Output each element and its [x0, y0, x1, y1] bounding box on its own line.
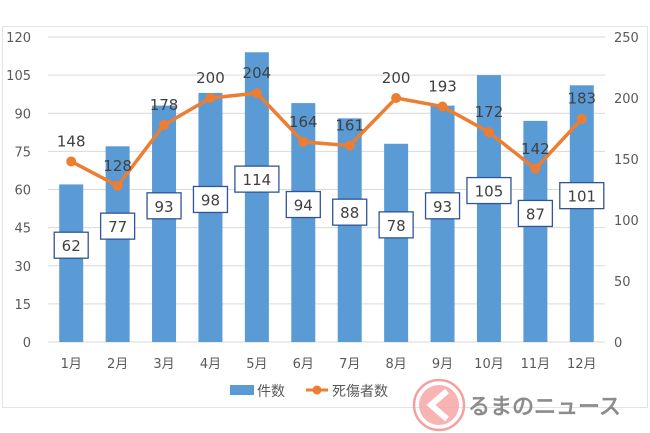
x-tick: 4月 — [200, 357, 221, 372]
y-left-tick: 90 — [14, 107, 31, 122]
bar-data-label: 78 — [387, 217, 406, 235]
bar-data-label-box — [517, 199, 554, 228]
y-right-tick: 200 — [614, 92, 639, 107]
x-tick: 1月 — [61, 357, 82, 372]
bar-data-label-box — [378, 211, 414, 239]
line-data-label: 178 — [150, 96, 179, 114]
x-tick: 2月 — [107, 357, 128, 372]
bar — [337, 118, 362, 342]
chart-frame — [2, 26, 648, 408]
y-right-tick: 0 — [614, 336, 622, 351]
y-right-tick: 50 — [614, 275, 631, 290]
line-point — [159, 119, 170, 130]
bar-data-label-box — [559, 181, 605, 210]
bar-data-label-box — [424, 192, 461, 220]
svg-text:るまのニュース: るまのニュース — [468, 395, 621, 420]
line-point — [112, 180, 123, 191]
line-data-label: 164 — [289, 113, 318, 131]
bar-data-label: 98 — [201, 191, 220, 209]
line-point — [530, 163, 541, 174]
legend-bar-label: 件数 — [257, 384, 285, 400]
x-tick: 6月 — [293, 357, 314, 372]
line-data-label: 172 — [475, 103, 504, 121]
bar — [198, 92, 223, 343]
x-tick: 12月 — [567, 357, 597, 372]
line-point — [483, 127, 494, 138]
line-data-label: 183 — [567, 90, 596, 108]
bar-data-label: 105 — [475, 183, 504, 201]
y-left-tick: 30 — [14, 260, 31, 275]
bar-data-label-box — [99, 212, 136, 240]
legend-line-marker — [312, 385, 322, 395]
x-tick: 9月 — [432, 357, 453, 372]
x-tick: 10月 — [474, 357, 504, 372]
bar-data-label: 101 — [567, 188, 596, 206]
line-data-label: 193 — [428, 78, 457, 96]
bar — [476, 75, 501, 342]
legend-bar-swatch — [230, 385, 254, 395]
y-left-tick: 0 — [23, 336, 31, 351]
bar-data-label: 93 — [154, 198, 173, 216]
line-data-label: 142 — [521, 140, 550, 158]
line-point — [437, 101, 448, 112]
bar — [59, 184, 84, 342]
line-point — [344, 140, 355, 151]
x-tick: 11月 — [521, 357, 551, 372]
bar — [569, 85, 594, 343]
bar-data-label-box — [332, 198, 368, 226]
y-left-tick: 45 — [14, 222, 31, 237]
y-left-tick: 105 — [6, 69, 31, 84]
watermark-logo: るまのニュース — [412, 378, 648, 433]
line-point — [251, 88, 262, 99]
line-data-label: 200 — [382, 69, 411, 87]
y-left-tick: 15 — [14, 298, 31, 313]
bar-data-label-box — [285, 190, 321, 219]
bar-data-label: 77 — [108, 218, 127, 236]
line-data-label: 204 — [243, 64, 272, 82]
bar-data-label-box — [192, 185, 229, 214]
bar-data-label-box — [146, 192, 182, 220]
bar-data-label: 93 — [433, 198, 452, 216]
line-point — [298, 136, 309, 147]
line-data-label: 148 — [57, 132, 86, 150]
bar-data-label: 62 — [62, 237, 81, 255]
x-tick: 5月 — [246, 357, 267, 372]
y-right-tick: 100 — [614, 214, 639, 229]
bar-data-label: 87 — [526, 205, 545, 223]
y-right-tick: 150 — [614, 153, 639, 168]
line-point — [66, 156, 77, 167]
bar — [105, 146, 130, 342]
bar-data-label-box — [466, 176, 512, 205]
kuruma-logo-icon: るまのニュース — [412, 378, 621, 432]
y-left-tick: 75 — [14, 145, 31, 160]
bar — [430, 105, 455, 342]
y-right-tick: 250 — [614, 31, 639, 46]
x-tick: 7月 — [339, 357, 360, 372]
legend-line-label: 死傷者数 — [332, 384, 388, 400]
bar-data-label: 88 — [340, 204, 359, 222]
bar-data-label-box — [234, 165, 280, 193]
line-point — [576, 113, 587, 124]
bar — [152, 105, 177, 342]
line-data-label: 161 — [335, 117, 364, 135]
line-point — [391, 93, 402, 103]
bar-data-label-box — [53, 231, 89, 259]
line-data-label: 128 — [103, 157, 132, 175]
y-left-tick: 120 — [6, 31, 31, 46]
y-left-tick: 60 — [14, 184, 31, 199]
line-point — [205, 93, 216, 103]
bar-data-label: 94 — [294, 197, 313, 215]
x-tick: 8月 — [385, 357, 406, 372]
line-data-label: 200 — [196, 69, 225, 87]
x-tick: 3月 — [153, 357, 174, 372]
bar — [384, 143, 409, 342]
line-series — [70, 91, 584, 188]
bar-data-label: 114 — [243, 171, 272, 189]
